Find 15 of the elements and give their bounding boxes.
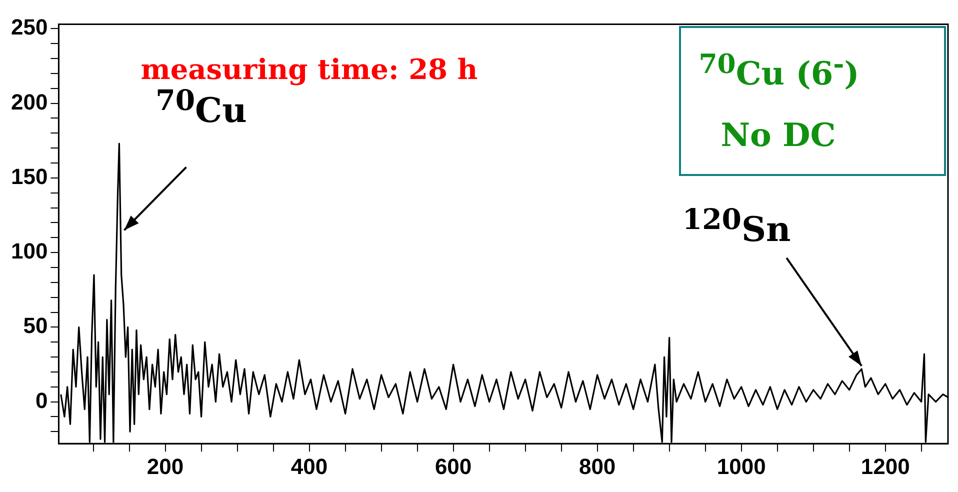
y-tick-label: 100 (10, 238, 48, 264)
annotation: $^{70}$Cu (6$^{-}$) (698, 49, 860, 93)
y-tick-label: 50 (23, 313, 48, 338)
x-tick-label: 400 (290, 454, 328, 479)
y-tick-label: 0 (35, 388, 48, 413)
annotation: No DC (720, 116, 836, 154)
y-tick-label: 150 (10, 164, 48, 189)
annotation: $^{120}$Sn (682, 202, 791, 250)
x-tick-label: 1200 (860, 454, 910, 479)
x-tick-label: 1000 (716, 454, 766, 479)
x-tick-label: 200 (146, 454, 184, 479)
y-tick-label: 200 (10, 89, 48, 114)
y-tick-label: 250 (10, 14, 48, 40)
x-tick-label: 600 (434, 454, 472, 479)
x-tick-label: 800 (578, 454, 616, 479)
